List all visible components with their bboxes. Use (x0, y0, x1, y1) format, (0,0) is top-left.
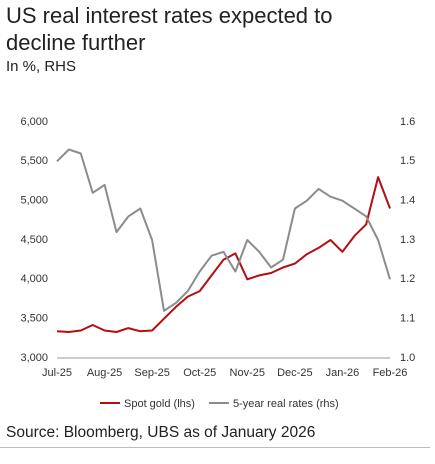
x-tick-label: Nov-25 (230, 367, 265, 379)
y-tick-label: 3,500 (20, 313, 48, 325)
chart-subtitle: In %, RHS (6, 58, 77, 75)
x-tick-label: Dec-25 (277, 367, 312, 379)
y-tick-label: 4,000 (20, 273, 48, 285)
y-tick-label: 6,000 (20, 116, 48, 128)
x-tick-label: Aug-25 (87, 367, 122, 379)
x-tick-label: Feb-26 (373, 367, 408, 379)
divider (0, 447, 430, 448)
y2-tick-label: 1.1 (400, 313, 415, 325)
legend-label: 5-year real rates (rhs) (233, 398, 339, 410)
legend-label: Spot gold (lhs) (124, 398, 195, 410)
y-tick-label: 5,500 (20, 155, 48, 167)
y2-tick-label: 1.0 (400, 352, 415, 364)
y2-tick-label: 1.6 (400, 116, 415, 128)
y-tick-label: 5,000 (20, 195, 48, 207)
chart-title: US real interest rates expected to decli… (6, 3, 333, 55)
chart: 3,000 3,500 4,000 4,500 5,000 5,500 6,000 1.0 1.… (20, 116, 415, 410)
y2-tick-label: 1.4 (400, 195, 415, 207)
x-tick-label: Oct-25 (183, 367, 216, 379)
y-tick-label: 4,500 (20, 234, 48, 246)
x-tick-label: Jul-25 (42, 367, 72, 379)
x-tick-label: Jan-26 (326, 367, 360, 379)
y-tick-label: 3,000 (20, 352, 48, 364)
y2-tick-label: 1.2 (400, 273, 415, 285)
x-tick-label: Sep-25 (134, 367, 169, 379)
series-line (56, 176, 391, 333)
series-line (56, 148, 391, 312)
y2-tick-label: 1.3 (400, 234, 415, 246)
source: Source: Bloomberg, UBS as of January 202… (6, 424, 316, 441)
y2-tick-label: 1.5 (400, 155, 415, 167)
